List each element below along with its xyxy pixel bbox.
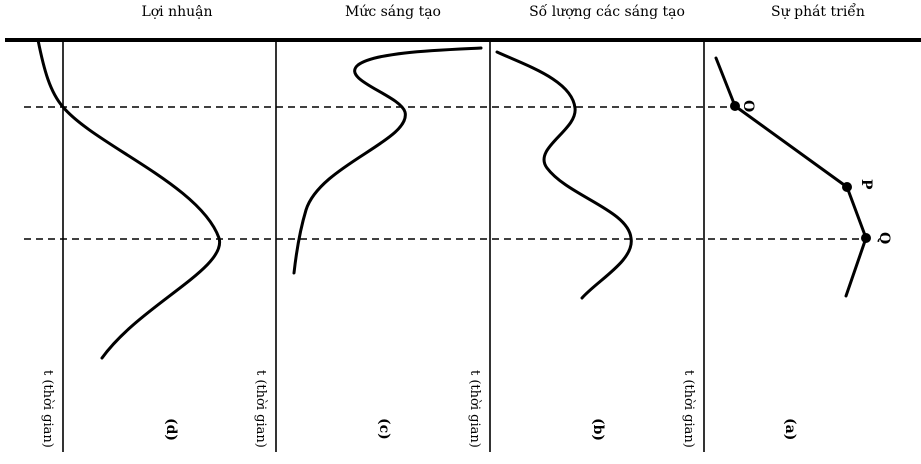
profit-curve (36, 38, 221, 360)
point-p (842, 182, 852, 192)
panel-label-b: (b) (590, 418, 606, 441)
label-o: O (740, 100, 756, 112)
header-creativity-count: Số lượng các sáng tạo (529, 3, 685, 20)
point-o (730, 101, 740, 111)
time-label-d: t (thời gian) (40, 370, 55, 448)
time-label-b: t (thời gian) (467, 370, 482, 448)
time-label-c: t (thời gian) (253, 370, 268, 448)
point-q (861, 233, 871, 243)
label-p: P (858, 179, 874, 190)
label-q: Q (876, 232, 892, 244)
panel-label-c: (c) (376, 418, 392, 440)
header-profit: Lợi nhuận (141, 4, 212, 20)
development-line (714, 56, 868, 298)
creativity-count-curve (495, 50, 633, 300)
header-creativity-level: Mức sáng tạo (345, 4, 441, 20)
header-development: Sự phát triển (771, 2, 865, 20)
panel-label-d: (d) (163, 418, 179, 441)
time-label-a: t (thời gian) (681, 370, 696, 448)
panel-label-a: (a) (782, 418, 798, 440)
creativity-level-curve (292, 46, 483, 275)
